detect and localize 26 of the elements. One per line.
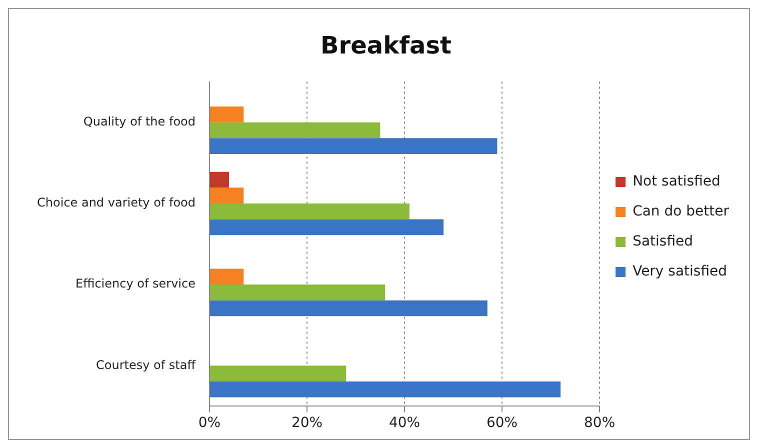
bar (210, 219, 444, 236)
bar (210, 203, 410, 220)
x-tick-label: 20% (291, 415, 323, 432)
bar (210, 138, 498, 154)
bar (210, 106, 244, 122)
x-tick-label: 60% (486, 415, 518, 432)
legend-label: Can do better (632, 204, 730, 220)
y-tick-label: Quality of the food (83, 114, 196, 128)
bar (210, 284, 386, 300)
legend-label: Not satisfied (632, 174, 720, 190)
bar (210, 268, 244, 285)
x-tick-label: 40% (388, 415, 420, 432)
legend-label: Very satisfied (632, 264, 728, 280)
x-tick-label: 80% (584, 415, 616, 432)
bar (210, 188, 244, 204)
chart-title: Breakfast (320, 32, 452, 60)
legend-label: Satisfied (632, 234, 694, 250)
x-tick-label: 0% (198, 415, 221, 432)
bar (210, 381, 561, 398)
bar (210, 366, 346, 382)
y-tick-label: Efficiency of service (76, 276, 196, 291)
y-tick-label: Courtesy of staff (96, 358, 196, 372)
y-tick-label: Choice and variety of food (37, 196, 196, 210)
bar (210, 300, 488, 316)
bar (210, 172, 230, 188)
bar (210, 122, 380, 138)
